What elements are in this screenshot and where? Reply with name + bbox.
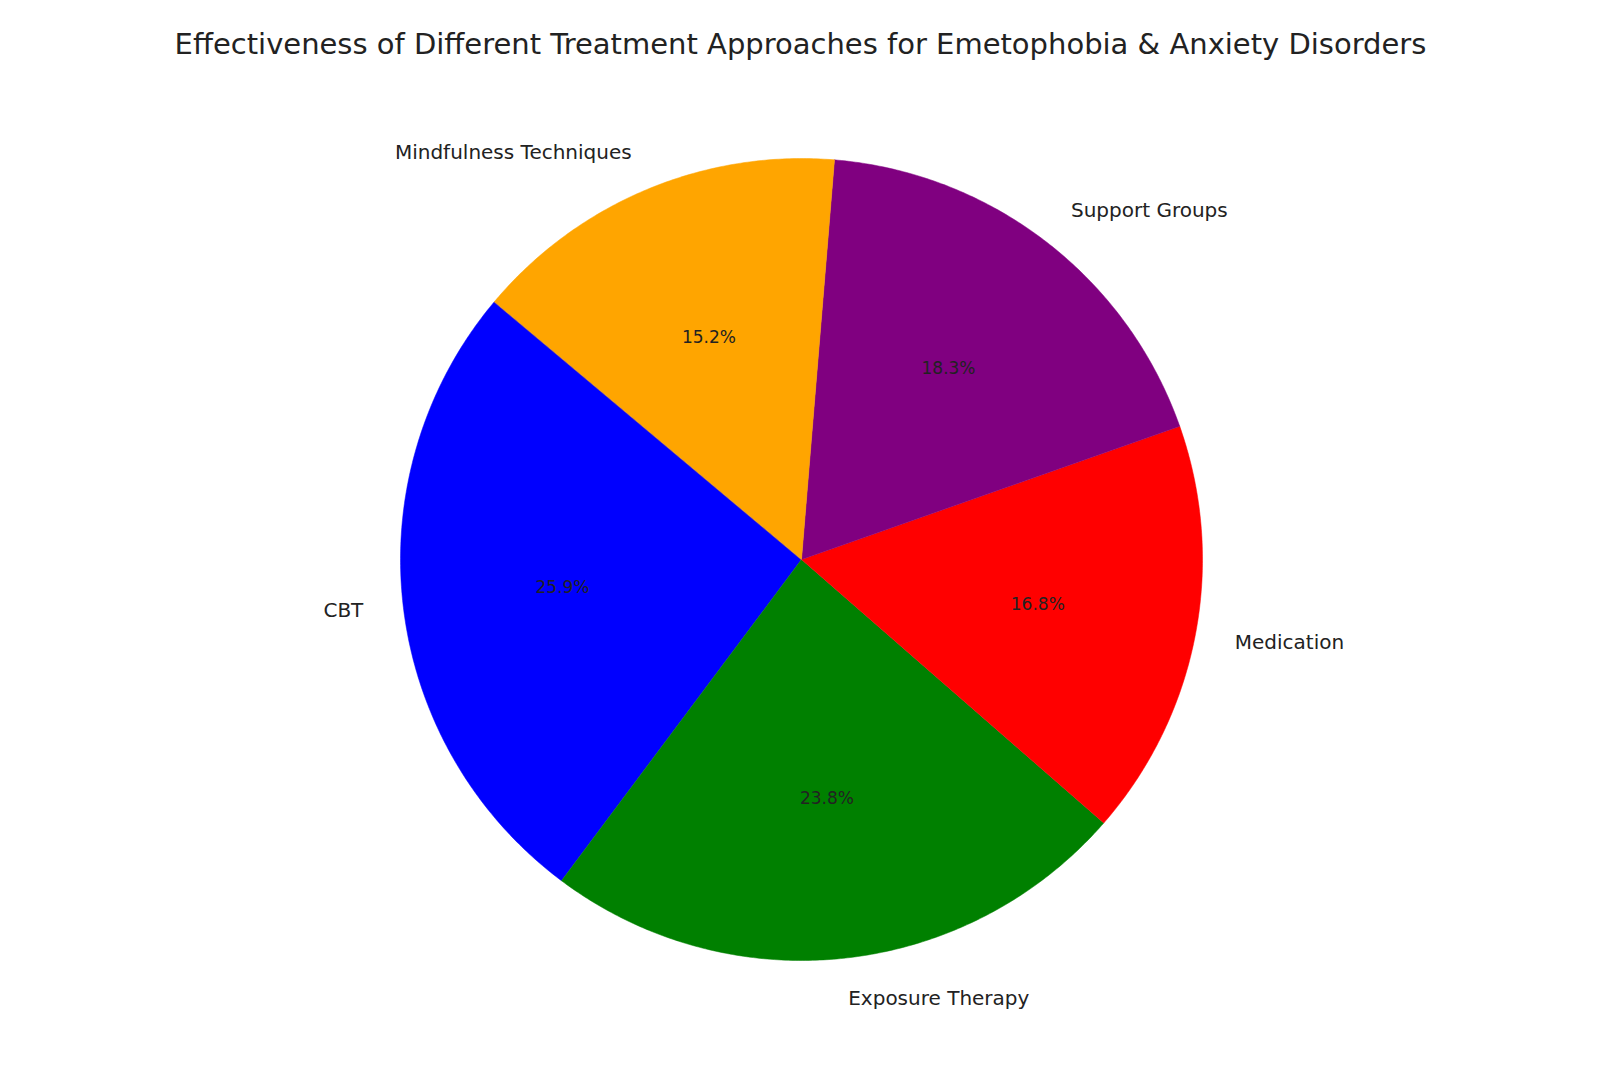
svg-text:Exposure Therapy: Exposure Therapy <box>848 986 1029 1010</box>
svg-text:CBT: CBT <box>323 598 364 622</box>
svg-text:15.2%: 15.2% <box>682 327 736 347</box>
svg-text:25.9%: 25.9% <box>535 577 589 597</box>
svg-text:18.3%: 18.3% <box>921 358 975 378</box>
svg-text:16.8%: 16.8% <box>1011 594 1065 614</box>
svg-text:Support Groups: Support Groups <box>1071 198 1228 222</box>
svg-text:Medication: Medication <box>1235 630 1344 654</box>
svg-text:Effectiveness of Different Tre: Effectiveness of Different Treatment App… <box>175 27 1427 61</box>
svg-text:Mindfulness Techniques: Mindfulness Techniques <box>395 140 632 164</box>
svg-text:23.8%: 23.8% <box>800 788 854 808</box>
